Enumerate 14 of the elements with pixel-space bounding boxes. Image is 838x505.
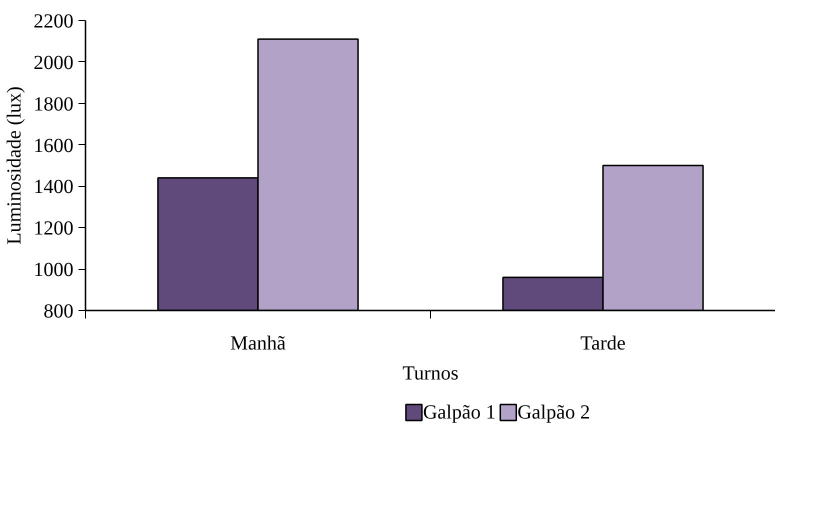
x-tick-label: Tarde: [580, 332, 626, 354]
y-tick-label: 1600: [34, 134, 74, 157]
y-tick-label: 1800: [34, 93, 74, 116]
x-tick-label: Manhã: [230, 332, 286, 354]
y-tick-label: 2000: [34, 52, 74, 74]
legend-label: Galpão 1: [422, 402, 496, 424]
y-axis-title: Luminosidade (lux): [4, 86, 26, 245]
y-tick-label: 1400: [34, 176, 74, 198]
y-tick-label: 1200: [34, 218, 74, 240]
x-axis-title: Turnos: [402, 362, 459, 384]
y-tick-label: 800: [44, 300, 74, 322]
legend-label: Galpão 2: [517, 402, 590, 424]
y-tick-label: 2200: [34, 10, 74, 32]
y-tick-label: 1000: [34, 259, 74, 282]
